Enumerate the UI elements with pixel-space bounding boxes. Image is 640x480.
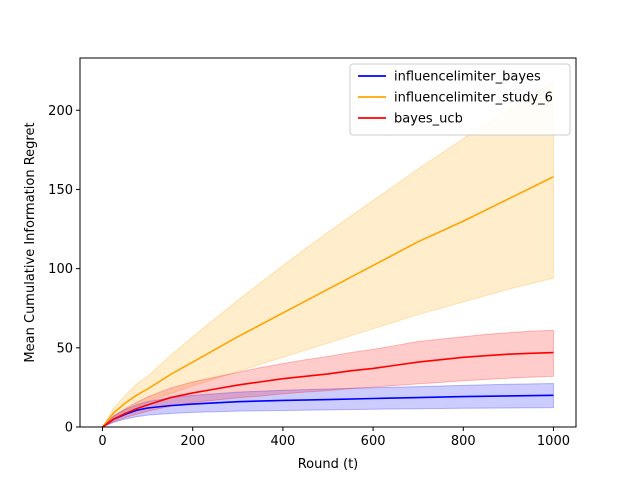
series-lines	[101, 176, 554, 428]
y-axis-ticks: 0 50 100 150 200	[48, 104, 80, 436]
x-tick-label: 400	[270, 434, 295, 449]
y-tick-label: 100	[48, 262, 73, 277]
legend-label-1: influencelimiter_study_6	[394, 91, 553, 106]
plot-frame	[79, 57, 577, 428]
y-tick-label: 0	[65, 421, 73, 436]
y-tick-label: 50	[56, 341, 73, 356]
series-line-0	[102, 394, 554, 428]
y-axis-label: Mean Cumulative Information Regret	[23, 122, 38, 362]
series-line-1	[101, 176, 554, 428]
legend-label-2: bayes_ucb	[394, 112, 463, 127]
legend-label-0: influencelimiter_bayes	[394, 70, 541, 85]
x-tick-label: 0	[98, 434, 106, 449]
x-tick-label: 800	[451, 434, 476, 449]
series-line-2	[102, 351, 554, 428]
x-axis-label: Round (t)	[298, 457, 359, 472]
confidence-band-1	[102, 80, 554, 428]
x-tick-label: 600	[361, 434, 386, 449]
legend-box	[349, 63, 571, 136]
x-tick-label: 200	[180, 434, 205, 449]
y-tick-label: 200	[48, 104, 73, 119]
x-tick-label: 1000	[537, 434, 570, 449]
x-axis-ticks: 0 200 400 600 800 1000	[98, 427, 570, 449]
legend: influencelimiter_bayes influencelimiter_s…	[349, 63, 571, 136]
y-tick-label: 150	[48, 183, 73, 198]
